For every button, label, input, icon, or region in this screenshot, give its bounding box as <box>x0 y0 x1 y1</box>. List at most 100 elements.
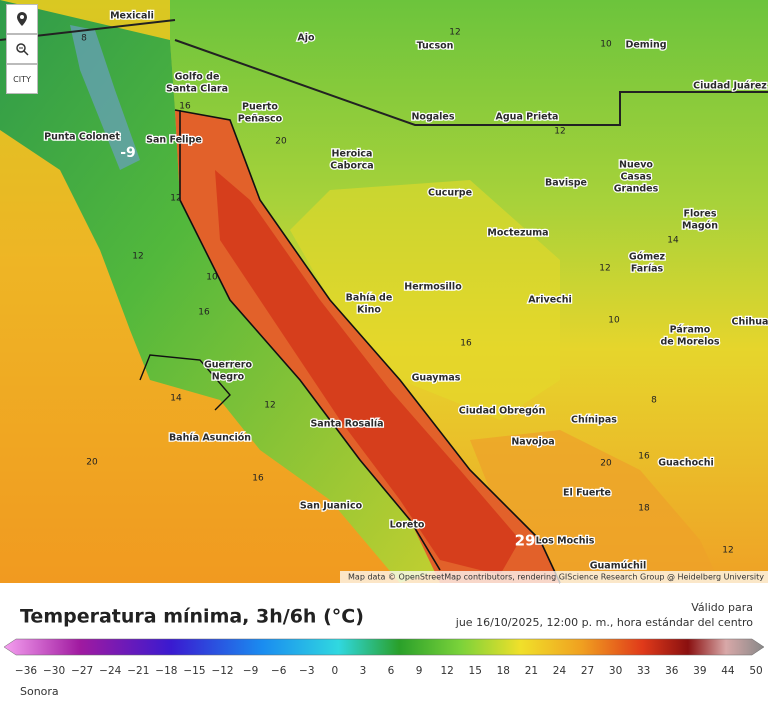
pin-icon <box>17 12 27 26</box>
scale-tick-label: 0 <box>332 665 339 677</box>
contour-label: 20 <box>275 137 287 147</box>
city-label: El Fuerte <box>563 488 611 499</box>
sinaloa-warm <box>470 430 720 583</box>
region: Sonora <box>20 685 59 698</box>
color-scale <box>3 638 765 656</box>
contour-label: 14 <box>667 236 679 246</box>
city-label: Guamúchil <box>590 561 647 572</box>
city-label: Heroica <box>332 149 373 160</box>
city-label: Arivechi <box>528 295 572 306</box>
scale-tick-label: 21 <box>525 665 538 677</box>
scale-tick-label: 24 <box>553 665 567 677</box>
city-label: Farías <box>631 264 664 275</box>
contour-label: 16 <box>638 452 650 462</box>
contour-label: 16 <box>198 308 210 318</box>
city-label: Chihua <box>732 317 768 328</box>
scale-tick-label: 6 <box>388 665 395 677</box>
city-label: Puerto <box>242 102 278 113</box>
contour-label: 12 <box>722 546 733 556</box>
city-label: Flores <box>683 209 716 220</box>
zoom-icon <box>16 43 29 56</box>
city-label: Bahía Asunción <box>169 433 251 444</box>
scale-tick-label: 18 <box>497 665 510 677</box>
scale-tick-label: −18 <box>155 665 177 677</box>
city-label: San Felipe <box>146 135 202 146</box>
map-layer <box>0 0 768 584</box>
contour-label: 8 <box>651 396 657 406</box>
scale-tick-label: 9 <box>416 665 423 677</box>
city-label: Guerrero <box>204 360 253 371</box>
scale-tick-label: −3 <box>299 665 314 677</box>
contour-label: 29 <box>515 532 536 550</box>
contour-label: 8 <box>81 34 87 44</box>
city-label: Bavispe <box>545 178 587 189</box>
legend-title: Temperatura mínima, 3h/6h (°C) <box>20 606 364 628</box>
scale-tick-label: −27 <box>71 665 93 677</box>
scale-tick-label: −36 <box>15 665 37 677</box>
attribution-bg <box>340 571 768 583</box>
contour-label: 16 <box>252 474 264 484</box>
city-label: Santa Clara <box>166 84 228 95</box>
contour-label: 14 <box>170 394 182 404</box>
valid-label: Válido para <box>691 601 753 614</box>
vizcaino-coast <box>139 354 231 411</box>
contour-label: 20 <box>86 458 98 468</box>
contour-label: 12 <box>170 194 181 204</box>
scale-ticks: −36 −30 −27 −24 −21 −18 −15 −12 −9 −6 −3 0 3 6 9 12 15 18… <box>15 665 763 677</box>
city-label: Magón <box>682 221 718 232</box>
contour-label: 20 <box>600 459 612 469</box>
city-label: Casas <box>620 172 651 183</box>
city-label: Peñasco <box>238 114 283 125</box>
contour-label: 12 <box>554 127 565 137</box>
zoom-out-button[interactable] <box>6 34 38 64</box>
scale-tick-label: 36 <box>665 665 679 677</box>
city-label: Guachochi <box>658 458 714 469</box>
scale-tick-label: −24 <box>99 665 121 677</box>
coastline <box>174 109 561 584</box>
scale-tick-label: −21 <box>127 665 149 677</box>
contour-label: 16 <box>179 102 191 112</box>
city-label: Kino <box>357 305 381 316</box>
city-label: Bahía de <box>346 293 393 304</box>
city-label: Grandes <box>614 184 659 195</box>
city-label: Moctezuma <box>487 228 548 239</box>
city-label: Hermosillo <box>404 282 462 293</box>
city-toggle[interactable]: CITY <box>6 64 38 94</box>
scale-tick-label: −15 <box>183 665 205 677</box>
attribution: Map data © OpenStreetMap contributors, r… <box>348 573 764 582</box>
contour-label: 10 <box>608 316 620 326</box>
city-label: Ciudad Juárez <box>693 81 767 92</box>
scale-tick-label: 12 <box>440 665 453 677</box>
city-labels: Mexicali Ajo Tucson Deming Ciudad Juárez… <box>43 9 768 573</box>
mountains <box>70 25 140 170</box>
location-button[interactable] <box>6 4 38 34</box>
scale-tick-label: 3 <box>360 665 367 677</box>
contour-labels: 8 12 10 16 20 -9 12 12 12 10 14 12 16 10… <box>81 28 734 556</box>
city-label: Loreto <box>390 520 425 531</box>
city-label: Agua Prieta <box>496 112 559 123</box>
city-label: Ajo <box>297 33 315 44</box>
city-label: San Juanico <box>300 501 363 512</box>
contour-label: 12 <box>599 264 610 274</box>
scale-tick-label: 15 <box>469 665 482 677</box>
city-label: Gómez <box>629 252 666 263</box>
baja <box>0 0 440 583</box>
city-label: Cucurpe <box>428 188 472 199</box>
contour-label: 10 <box>600 40 612 50</box>
scale-tick-label: 44 <box>721 665 735 677</box>
city-label: Tucson <box>417 41 454 52</box>
city-toggle-label: CITY <box>13 74 31 84</box>
sonora-yellow <box>290 180 560 420</box>
city-label: Guaymas <box>412 373 461 384</box>
city-label: Chínipas <box>571 415 617 426</box>
contour-label: 12 <box>449 28 460 38</box>
city-label: Negro <box>212 372 245 383</box>
city-label: Los Mochis <box>536 536 595 547</box>
scale-tick-label: 27 <box>581 665 594 677</box>
scale-tick-label: −9 <box>243 665 258 677</box>
city-label: Punta Colonet <box>44 132 120 143</box>
city-label: Nogales <box>411 112 454 123</box>
city-label: Santa Rosalía <box>310 419 383 430</box>
contour-label: 10 <box>206 273 218 283</box>
